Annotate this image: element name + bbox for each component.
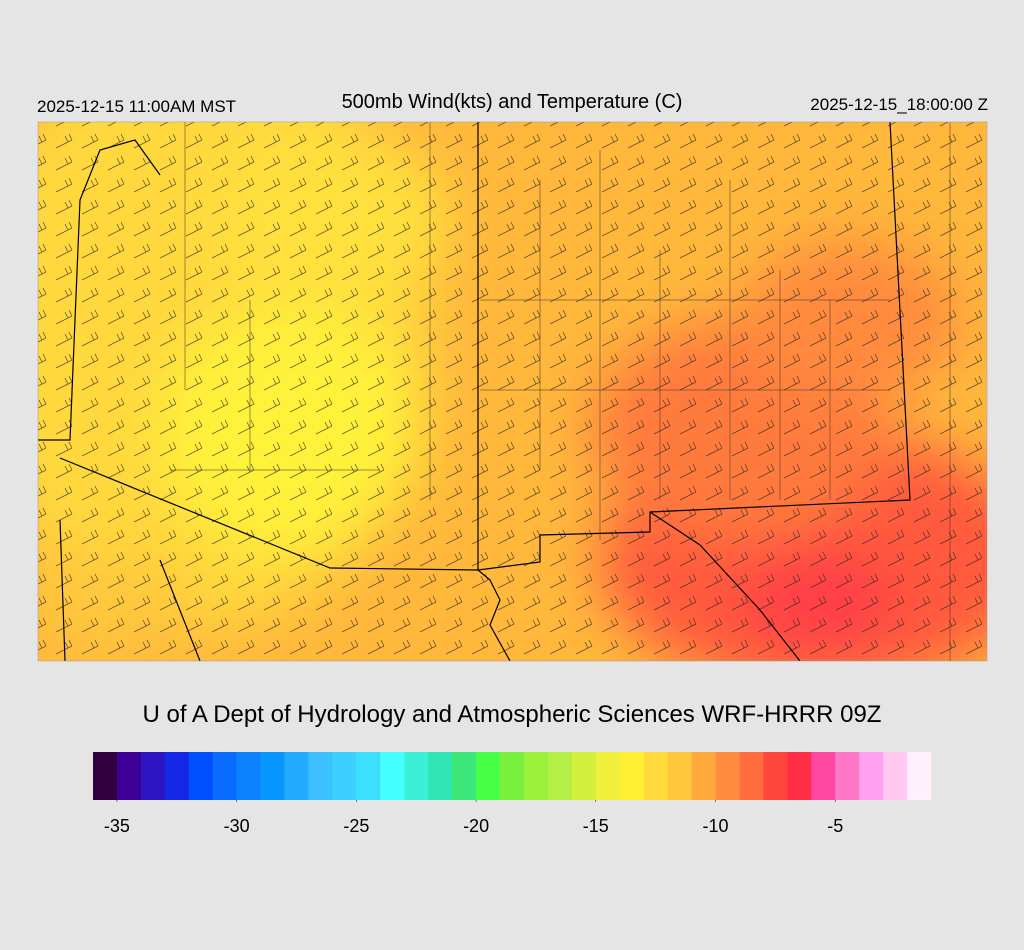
tick-label: -30 bbox=[224, 816, 250, 836]
color-box bbox=[164, 752, 190, 800]
tick-label: -15 bbox=[583, 816, 609, 836]
color-box bbox=[667, 752, 692, 800]
color-box bbox=[595, 752, 621, 800]
color-box bbox=[212, 752, 237, 800]
map bbox=[38, 122, 987, 661]
color-box bbox=[452, 752, 477, 800]
color-box bbox=[332, 752, 357, 800]
tick-label: -20 bbox=[463, 816, 489, 836]
map-frame bbox=[37, 121, 988, 662]
color-box bbox=[859, 752, 884, 800]
wind-barbs bbox=[38, 122, 987, 661]
color-box bbox=[787, 752, 812, 800]
color-box bbox=[571, 752, 597, 800]
colorbar: -35 -30 -25 -20 -15 -10 -5 bbox=[93, 752, 932, 836]
borders bbox=[38, 122, 911, 661]
color-box bbox=[811, 752, 836, 800]
color-box bbox=[188, 752, 214, 800]
color-box bbox=[404, 752, 429, 800]
color-box bbox=[236, 752, 261, 800]
tick-label: -10 bbox=[703, 816, 729, 836]
tick-label: -25 bbox=[343, 816, 369, 836]
color-box bbox=[691, 752, 716, 800]
color-box bbox=[547, 752, 573, 800]
county-lines bbox=[170, 122, 951, 661]
color-box bbox=[93, 752, 118, 800]
color-box bbox=[500, 752, 525, 800]
color-box bbox=[883, 752, 908, 800]
color-box bbox=[428, 752, 453, 800]
color-box bbox=[523, 752, 549, 800]
tick-label: -35 bbox=[104, 816, 130, 836]
map-title: 500mb Wind(kts) and Temperature (C) bbox=[342, 91, 683, 113]
color-box bbox=[619, 752, 644, 800]
color-box bbox=[284, 752, 309, 800]
tick-label: -5 bbox=[827, 816, 843, 836]
color-box bbox=[739, 752, 764, 800]
color-box bbox=[260, 752, 285, 800]
color-box bbox=[116, 752, 142, 800]
color-box bbox=[476, 752, 501, 800]
color-box bbox=[140, 752, 166, 800]
color-box bbox=[907, 752, 932, 800]
color-box bbox=[308, 752, 333, 800]
color-box bbox=[763, 752, 788, 800]
color-box bbox=[835, 752, 860, 800]
color-box bbox=[380, 752, 405, 800]
valid-time-local: 2025-12-15 11:00AM MST bbox=[37, 97, 236, 116]
color-box bbox=[643, 752, 668, 800]
credit: U of A Dept of Hydrology and Atmospheric… bbox=[143, 701, 882, 728]
color-box bbox=[715, 752, 740, 800]
valid-time-utc: 2025-12-15_18:00:00 Z bbox=[810, 95, 988, 114]
color-box bbox=[356, 752, 381, 800]
